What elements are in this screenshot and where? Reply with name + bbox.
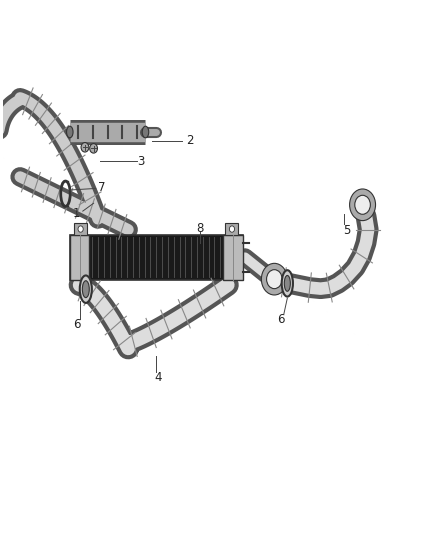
Text: 5: 5	[343, 224, 350, 237]
Ellipse shape	[80, 276, 92, 303]
Bar	[74, 223, 87, 235]
Circle shape	[350, 189, 375, 221]
Circle shape	[81, 142, 89, 152]
Text: 2: 2	[186, 134, 193, 148]
Bar	[226, 223, 238, 235]
Text: 6: 6	[277, 313, 285, 326]
Circle shape	[355, 195, 371, 214]
Text: 8: 8	[196, 222, 203, 235]
Text: 7: 7	[98, 181, 105, 195]
Text: 4: 4	[155, 371, 162, 384]
Ellipse shape	[67, 126, 73, 138]
Bar	[223, 235, 243, 280]
Text: 6: 6	[74, 318, 81, 331]
Ellipse shape	[142, 126, 149, 138]
Text: 1: 1	[73, 207, 80, 220]
Ellipse shape	[282, 270, 293, 296]
Text: 3: 3	[138, 155, 145, 167]
Circle shape	[90, 143, 98, 153]
Ellipse shape	[284, 276, 290, 292]
Circle shape	[267, 270, 282, 289]
Bar	[70, 235, 89, 280]
Circle shape	[230, 226, 235, 232]
Circle shape	[261, 263, 287, 295]
Circle shape	[78, 226, 83, 232]
Ellipse shape	[82, 281, 89, 297]
Bar	[70, 235, 243, 280]
